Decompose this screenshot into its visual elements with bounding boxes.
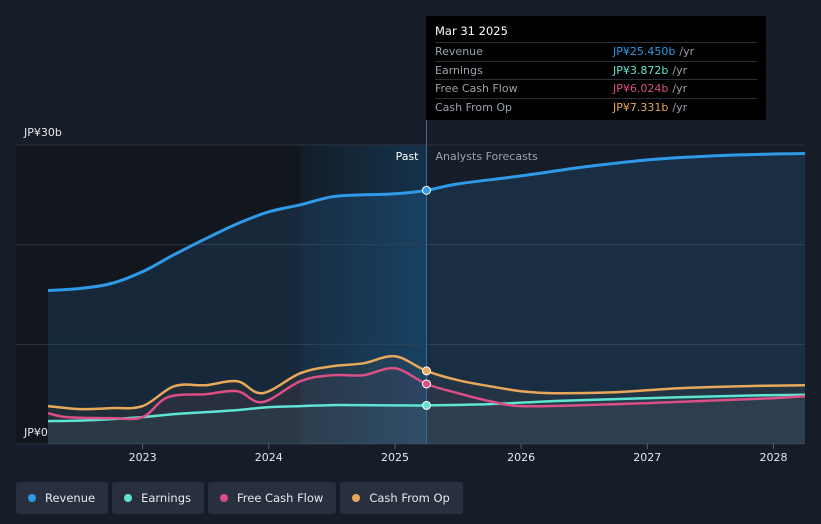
free-cash-flow-marker (422, 379, 431, 389)
tooltip-row-revenue: Revenue JP¥25.450b /yr (435, 42, 757, 61)
tooltip-unit: /yr (672, 63, 688, 77)
tooltip-row-earnings: Earnings JP¥3.872b /yr (435, 60, 757, 80)
x-tick-label: 2027 (633, 451, 661, 464)
tooltip-label: Revenue (435, 45, 483, 58)
past-label: Past (396, 150, 420, 163)
legend-dot-icon (352, 494, 361, 502)
legend-label: Free Cash Flow (237, 491, 324, 505)
legend-item-free-cash-flow[interactable]: Free Cash Flow (208, 482, 337, 514)
x-tick-label: 2025 (381, 451, 409, 464)
tooltip-row-free-cash-flow: Free Cash Flow JP¥6.024b /yr (435, 79, 757, 98)
x-tick-label: 2023 (129, 451, 157, 464)
x-tick-label: 2024 (255, 451, 283, 464)
y-axis-bottom-label: JP¥0 (23, 426, 48, 439)
tooltip-unit: /yr (672, 82, 688, 95)
earnings-marker (422, 400, 431, 410)
tooltip-label: Earnings (435, 63, 483, 77)
tooltip-date: Mar 31 2025 (435, 24, 508, 38)
legend-label: Earnings (141, 491, 191, 505)
tooltip: Mar 31 2025 Revenue JP¥25.450b /yr Earni… (426, 16, 766, 120)
cash-from-op-line (47, 354, 806, 411)
tooltip-row-cash-from-op: Cash From Op JP¥7.331b /yr (435, 97, 757, 117)
y-axis-top-label: JP¥30b (23, 126, 62, 139)
gridlines (16, 144, 805, 445)
legend-item-revenue[interactable]: Revenue (16, 482, 109, 514)
tooltip-unit: /yr (679, 45, 695, 58)
cash-from-op-marker (422, 366, 431, 376)
legend-dot-icon (28, 494, 36, 502)
x-tick-label: 2026 (507, 451, 535, 464)
legend-dot-icon (124, 494, 133, 502)
tooltip-value: JP¥6.024b (613, 82, 669, 95)
revenue-line (47, 152, 806, 292)
legend-label: Revenue (45, 491, 96, 505)
tooltip-unit: /yr (672, 100, 688, 114)
x-axis-ticks: 2023 2024 2025 2026 2027 2028 (129, 444, 787, 464)
legend-label: Cash From Op (369, 491, 450, 505)
series-lines (47, 152, 806, 423)
tooltip-value: JP¥7.331b (613, 100, 669, 114)
tooltip-label: Free Cash Flow (435, 82, 518, 95)
forecast-label: Analysts Forecasts (436, 150, 539, 163)
free-cash-flow-line (47, 366, 806, 421)
legend-dot-icon (220, 494, 228, 502)
tooltip-label: Cash From Op (435, 100, 513, 114)
legend-item-earnings[interactable]: Earnings (112, 482, 204, 514)
tooltip-value: JP¥25.450b (613, 45, 676, 58)
revenue-marker (422, 185, 431, 195)
legend-item-cash-from-op[interactable]: Cash From Op (340, 482, 463, 514)
x-tick-label: 2028 (759, 451, 787, 464)
legend: Revenue Earnings Free Cash Flow Cash Fro… (16, 482, 463, 516)
tooltip-value: JP¥3.872b (613, 63, 669, 77)
hover-markers (422, 185, 431, 410)
